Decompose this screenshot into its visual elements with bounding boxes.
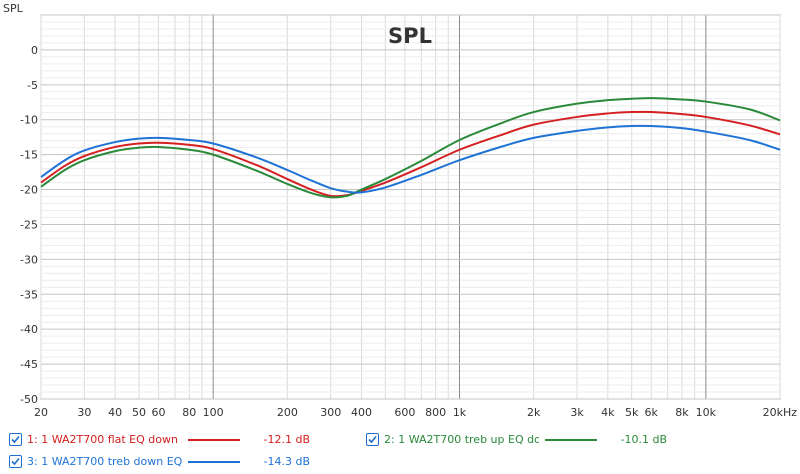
y-tick-label: -5: [27, 79, 38, 92]
y-tick-label: -15: [20, 149, 38, 162]
y-tick-label: 0: [31, 44, 38, 57]
x-tick-label: 100: [203, 406, 224, 419]
legend-item-2: 2: 1 WA2T700 treb up EQ dowr -10.1 dB: [366, 433, 667, 446]
x-tick-label: 30: [77, 406, 91, 419]
x-tick-label: 20: [34, 406, 48, 419]
series-3-name: 3: 1 WA2T700 treb down EQ dc: [27, 455, 182, 468]
series-1-checkbox[interactable]: [9, 433, 22, 446]
series-1-swatch: [188, 438, 240, 441]
series-1-line: [40, 110, 781, 198]
y-tick-label: -10: [20, 114, 38, 127]
x-tick-label: 8k: [675, 406, 689, 419]
x-tick-label: 40: [108, 406, 122, 419]
series-2-value: -10.1 dB: [620, 433, 668, 446]
plot-area: [40, 14, 781, 400]
checkmark-icon: [11, 457, 20, 466]
y-tick-labels: 0 -5 -10 -15 -20 -25 -30 -35 -40 -45 -50: [20, 44, 38, 406]
chart-title: SPL: [388, 24, 432, 48]
x-tick-label: 5k: [625, 406, 639, 419]
y-tick-label: -45: [20, 358, 38, 371]
series-3-checkbox[interactable]: [9, 455, 22, 468]
major-gridlines: [41, 14, 780, 400]
series-2-checkbox[interactable]: [366, 433, 379, 446]
checkmark-icon: [11, 435, 20, 444]
y-axis-label: SPL: [3, 2, 24, 15]
x-tick-label: 50: [132, 406, 146, 419]
legend-item-1: 1: 1 WA2T700 flat EQ down Au -12.1 dB: [9, 433, 310, 446]
x-tick-label: 1k: [453, 406, 467, 419]
series-lines: [40, 97, 781, 199]
y-tick-label: -40: [20, 323, 38, 336]
x-tick-label: 600: [394, 406, 415, 419]
series-3-value: -14.3 dB: [263, 455, 311, 468]
x-tick-label: 60: [152, 406, 166, 419]
x-tick-label: 80: [182, 406, 196, 419]
x-tick-label: 4k: [601, 406, 615, 419]
series-3-swatch: [188, 460, 240, 463]
series-1-name: 1: 1 WA2T700 flat EQ down Au: [27, 433, 182, 446]
series-2-swatch: [545, 438, 597, 441]
x-tick-label: 3k: [570, 406, 584, 419]
x-tick-label: 800: [425, 406, 446, 419]
x-tick-label: 20kHz: [763, 406, 798, 419]
series-3-line: [40, 124, 781, 194]
checkmark-icon: [368, 435, 377, 444]
x-tick-label: 10k: [696, 406, 717, 419]
minor-gridlines: [40, 15, 781, 399]
x-tick-label: 400: [351, 406, 372, 419]
y-tick-label: -30: [20, 253, 38, 266]
series-2-name: 2: 1 WA2T700 treb up EQ dowr: [384, 433, 539, 446]
y-tick-label: -35: [20, 288, 38, 301]
series-1-value: -12.1 dB: [263, 433, 311, 446]
y-tick-label: -50: [20, 393, 38, 406]
y-tick-label: -20: [20, 184, 38, 197]
y-tick-label: -25: [20, 218, 38, 231]
x-tick-label: 2k: [527, 406, 541, 419]
series-2-line: [40, 97, 781, 199]
x-tick-label: 6k: [645, 406, 659, 419]
x-tick-label: 200: [277, 406, 298, 419]
x-tick-label: 300: [320, 406, 341, 419]
legend-item-3: 3: 1 WA2T700 treb down EQ dc -14.3 dB: [9, 455, 310, 468]
x-tick-labels: 20 30 40 50 60 80 100 200 300 400 600 800 1k 2k 3k 4k 5k…: [34, 406, 797, 419]
